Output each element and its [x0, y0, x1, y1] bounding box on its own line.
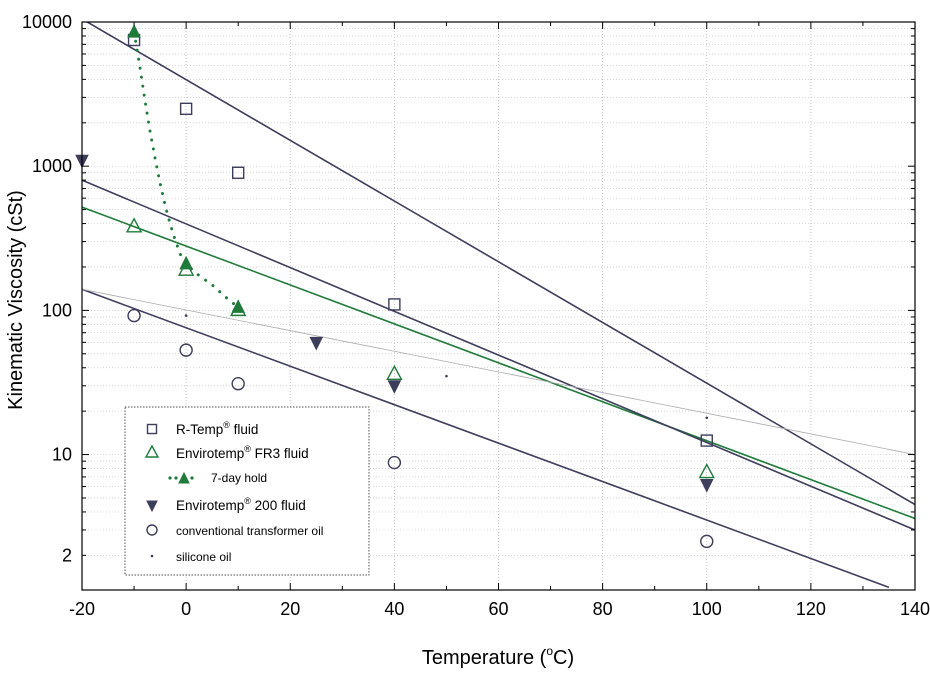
conv-point [700, 534, 714, 549]
rtemp-point [231, 166, 245, 179]
x-tick-label: 60 [488, 599, 508, 619]
y-tick-label: 1000 [32, 156, 72, 176]
x-tick-label: 20 [280, 599, 300, 619]
legend-label-name: Envirotemp [176, 446, 244, 461]
x-axis-unit-letter: C [553, 647, 567, 669]
e200-point [699, 478, 714, 493]
legend-hold-marker [178, 471, 190, 484]
legend-marker-conv [146, 524, 158, 536]
e200-fit-line [82, 179, 915, 531]
legend-hold-dot [190, 476, 194, 480]
sil-point [184, 314, 188, 317]
conv-point [179, 343, 193, 357]
x-tick-label: 40 [384, 599, 404, 619]
y-tick-label: 10000 [22, 12, 72, 32]
hold-point [179, 255, 193, 270]
rtemp-point [179, 102, 193, 116]
axis-ticks [81, 21, 916, 590]
legend-label-registered: ® [223, 420, 230, 430]
y-axis-title: Kinematic Viscosity (cSt) [5, 190, 27, 410]
x-tick-label: 80 [593, 599, 613, 619]
y-tick-label: 100 [42, 300, 72, 320]
tick-labels: -20 0 20 40 60 80 100 120 140 10000 1000 100 10 2 [22, 12, 930, 619]
hold-point [231, 299, 245, 313]
legend-marker-fr3 [144, 444, 160, 458]
legend-label-conv: conventional transformer oil [176, 524, 323, 538]
x-tick-label: 100 [692, 599, 722, 619]
fr3-fit-line [82, 206, 915, 520]
conv-point [231, 377, 245, 391]
hold-point [127, 24, 141, 38]
legend-hold-dot [168, 476, 172, 480]
legend-label-registered: ® [244, 444, 251, 454]
legend-label-suffix: 200 fluid [251, 498, 306, 513]
sil-point [445, 374, 448, 378]
legend-label-name: silicone oil [176, 550, 231, 564]
x-tick-label: 120 [796, 599, 826, 619]
x-axis-unit-close: ) [567, 647, 574, 669]
x-axis-title-text: Temperature [422, 647, 534, 669]
rtemp-point [700, 434, 713, 447]
y-tick-label: 2 [62, 545, 72, 565]
legend-label-suffix: fluid [230, 422, 259, 437]
legend-label-sil: silicone oil [176, 550, 231, 564]
legend-marker-rtemp [146, 423, 158, 435]
legend-label-name: conventional transformer oil [176, 524, 323, 538]
rtemp-point [388, 298, 401, 311]
legend-marker-sil [150, 554, 154, 558]
legend-label-suffix: FR3 fluid [251, 446, 309, 461]
legend-label-rtemp: R-Temp® fluid [176, 420, 258, 437]
sil-point [705, 416, 709, 420]
x-axis-title: Temperature (oC) [422, 644, 574, 669]
e200-point [309, 336, 324, 351]
legend-label-fr3: Envirotemp® FR3 fluid [176, 444, 309, 461]
x-axis-unit-degree: o [546, 644, 553, 658]
fr3-point [125, 217, 143, 233]
legend-label-registered: ® [244, 496, 251, 506]
rtemp-fit-line [85, 22, 915, 506]
x-tick-label: -20 [69, 599, 95, 619]
legend-label-hold: 7-day hold [211, 471, 267, 485]
x-tick-label: 140 [900, 599, 930, 619]
data-markers [75, 24, 715, 549]
x-tick-label: 0 [181, 599, 191, 619]
x-axis-unit-open: ( [534, 647, 547, 669]
legend-label-e200: Envirotemp® 200 fluid [176, 496, 306, 513]
legend-label-name: R-Temp [176, 422, 223, 437]
y-tick-label: 10 [52, 445, 72, 465]
conv-fit-line [82, 288, 890, 589]
fit-lines [82, 22, 915, 589]
e200-point [387, 380, 402, 394]
legend-marker-e200 [146, 500, 158, 513]
legend-box [124, 406, 370, 576]
conv-point [127, 308, 141, 323]
sil-fit-line [82, 288, 915, 455]
fr3-point [386, 364, 403, 381]
legend-label-name: Envirotemp [176, 498, 244, 513]
conv-point [387, 455, 402, 470]
fr3-point [698, 463, 715, 479]
legend-hold-dot [174, 476, 178, 480]
